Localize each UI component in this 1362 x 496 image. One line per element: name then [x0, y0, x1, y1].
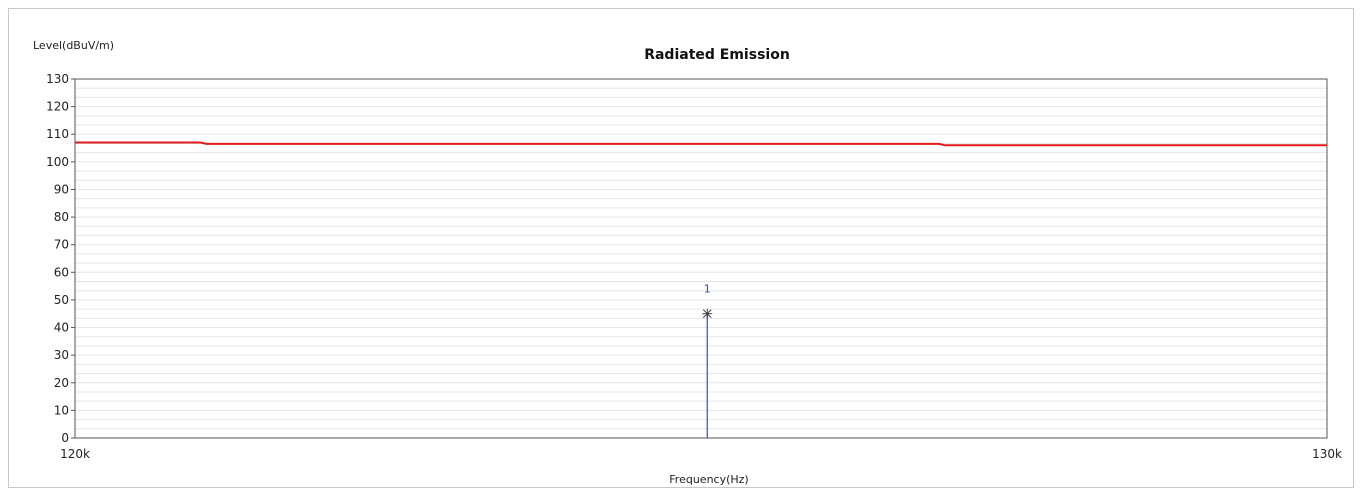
y-tick-label: 120 [46, 100, 69, 114]
x-tick-labels: 120k 130k [60, 447, 1342, 461]
y-tick-label: 60 [54, 265, 69, 279]
marker-star-stroke [702, 309, 712, 319]
chart-title: Radiated Emission [644, 47, 790, 63]
y-tick-label: 70 [54, 238, 69, 252]
y-tick-label: 130 [46, 72, 69, 86]
y-tick-label: 10 [54, 403, 69, 417]
y-tick-label: 80 [54, 210, 69, 224]
marker-point [702, 308, 713, 319]
radiated-emission-chart: 0 10 20 30 40 50 60 70 80 90 100 110 120 130 120k 130k… [33, 39, 1342, 486]
marker-layer: 1 [702, 283, 713, 438]
y-tick-label: 100 [46, 155, 69, 169]
series-line [75, 141, 1327, 147]
y-axis-label: Level(dBuV/m) [33, 39, 114, 52]
y-tick-label: 40 [54, 321, 69, 335]
x-tick-label: 130k [1312, 447, 1342, 461]
y-tick-label: 110 [46, 127, 69, 141]
series-layer [75, 141, 1327, 147]
y-tick-label: 30 [54, 348, 69, 362]
plot-area-border [74, 78, 1328, 439]
y-tick-label: 20 [54, 376, 69, 390]
x-axis-label: Frequency(Hz) [669, 473, 748, 486]
chart-frame: 0 10 20 30 40 50 60 70 80 90 100 110 120 130 120k 130k… [8, 8, 1354, 488]
y-tick-label: 90 [54, 182, 69, 196]
grid-layer [75, 78, 1327, 439]
x-tick-label: 120k [60, 447, 90, 461]
y-tick-label: 0 [61, 431, 69, 445]
y-tick-labels: 0 10 20 30 40 50 60 70 80 90 100 110 120 130 [46, 72, 75, 445]
marker-label: 1 [704, 283, 711, 296]
y-tick-label: 50 [54, 293, 69, 307]
axis-layer [74, 78, 1328, 439]
